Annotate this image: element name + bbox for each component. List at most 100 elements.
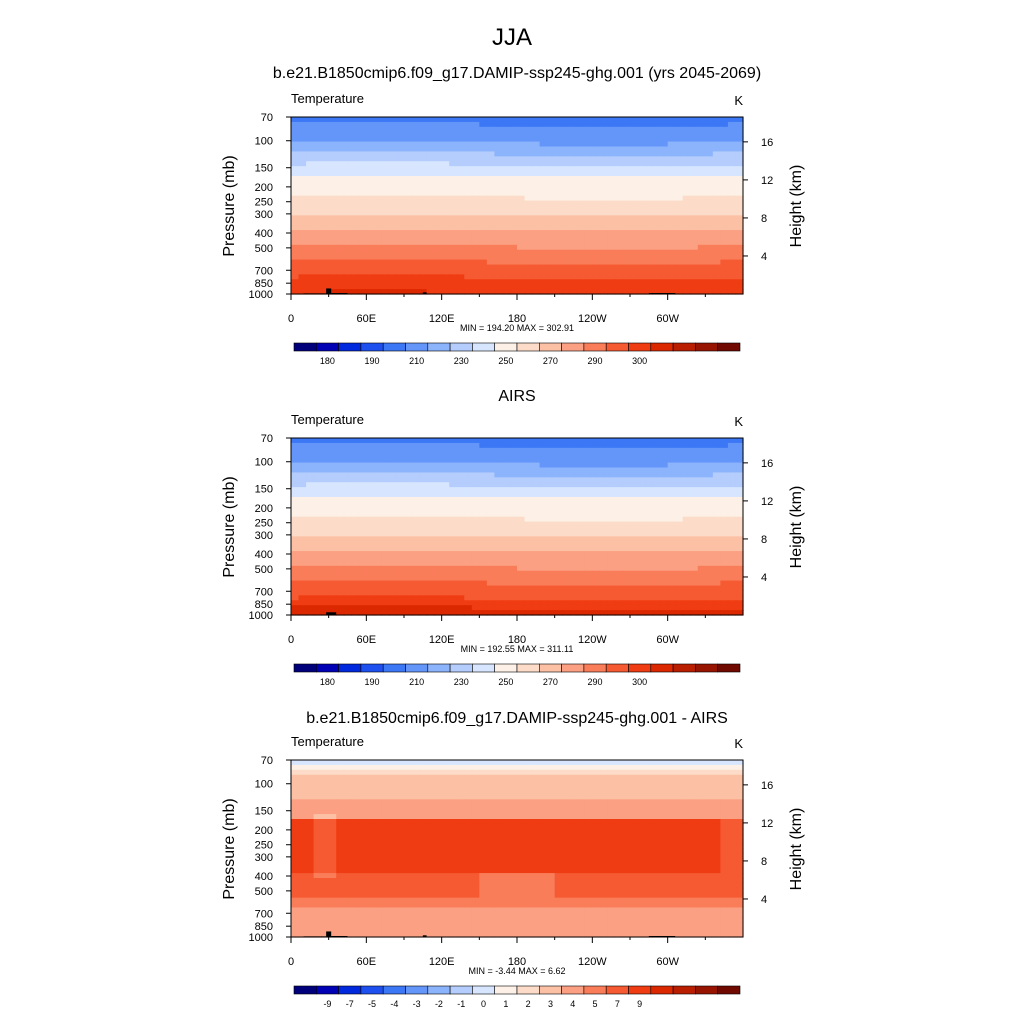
field-cell: [675, 595, 684, 601]
field-cell: [441, 284, 450, 290]
field-cell: [343, 610, 352, 616]
field-cell: [592, 610, 601, 616]
field-cell: [554, 526, 563, 533]
field-cell: [524, 585, 533, 592]
field-cell: [524, 176, 533, 182]
field-cell: [607, 279, 616, 285]
field-cell: [404, 560, 413, 567]
field-cell: [667, 590, 676, 596]
field-cell: [712, 506, 721, 513]
field-cell: [667, 442, 676, 449]
field-cell: [426, 269, 435, 275]
field-cell: [697, 760, 706, 766]
field-cell: [735, 156, 744, 162]
field-cell: [388, 176, 398, 182]
field-cell: [291, 531, 300, 537]
field-cell: [667, 235, 676, 241]
field-cell: [660, 492, 669, 498]
pressure-tick-label: 200: [255, 503, 273, 515]
field-cell: [381, 249, 390, 256]
field-cell: [336, 462, 345, 469]
field-cell: [562, 126, 571, 133]
field-cell: [328, 289, 337, 295]
field-cell: [358, 585, 367, 592]
field-cell: [396, 284, 405, 290]
field-cell: [358, 605, 367, 611]
field-cell: [652, 442, 661, 449]
field-cell: [291, 126, 300, 133]
field-cell: [358, 161, 367, 167]
field-cell: [569, 506, 578, 513]
field-cell: [584, 151, 593, 157]
field-cell: [298, 556, 307, 562]
field-cell: [592, 117, 601, 123]
field-cell: [298, 264, 307, 271]
field-cell: [486, 600, 495, 606]
field-cell: [712, 467, 721, 474]
field-cell: [562, 570, 571, 577]
field-cell: [456, 442, 465, 449]
field-cell: [313, 131, 322, 138]
field-cell: [697, 117, 706, 123]
field-cell: [404, 190, 413, 197]
field-cell: [351, 171, 360, 177]
field-cell: [592, 472, 601, 478]
field-cell: [735, 506, 744, 513]
field-cell: [351, 764, 360, 771]
field-cell: [554, 511, 563, 518]
field-cell: [697, 225, 706, 231]
field-cell: [411, 516, 420, 523]
field-cell: [509, 585, 518, 592]
field-cell: [592, 438, 601, 444]
field-cell: [532, 121, 541, 128]
field-cell: [637, 774, 646, 781]
field-cell: [675, 541, 684, 547]
field-cell: [291, 457, 300, 464]
field-cell: [562, 180, 571, 187]
field-cell: [539, 200, 548, 207]
field-cell: [501, 565, 511, 572]
field-cell: [404, 779, 413, 786]
field-cell: [494, 180, 503, 187]
field-cell: [720, 259, 729, 266]
field-cell: [705, 225, 714, 231]
field-cell: [682, 760, 691, 766]
field-cell: [577, 151, 586, 157]
field-cell: [690, 590, 699, 596]
field-cell: [645, 264, 654, 271]
field-cell: [464, 171, 473, 177]
field-cell: [291, 141, 300, 148]
field-cell: [577, 195, 586, 202]
field-cell: [720, 171, 729, 177]
field-cell: [313, 521, 322, 528]
field-cell: [351, 774, 360, 781]
field-cell: [358, 244, 367, 251]
field-cell: [366, 274, 375, 280]
field-cell: [577, 161, 586, 167]
field-cell: [479, 131, 488, 138]
field-cell: [479, 205, 488, 212]
field-cell: [501, 482, 511, 488]
field-cell: [645, 225, 654, 231]
field-cell: [343, 254, 352, 261]
field-cell: [705, 457, 714, 464]
field-cell: [569, 467, 578, 474]
field-cell: [486, 205, 495, 212]
field-cell: [441, 492, 450, 498]
field-cell: [547, 225, 556, 231]
field-cell: [712, 516, 721, 523]
field-cell: [366, 501, 375, 508]
field-cell: [456, 161, 465, 167]
field-cell: [622, 180, 631, 187]
field-cell: [328, 462, 337, 469]
field-cell: [306, 595, 315, 601]
field-cell: [614, 779, 624, 786]
field-cell: [547, 136, 556, 143]
field-cell: [705, 254, 714, 261]
field-cell: [539, 487, 548, 493]
field-cell: [404, 516, 413, 523]
field-cell: [411, 779, 420, 786]
field-cell: [486, 595, 495, 601]
field-cell: [434, 769, 443, 776]
